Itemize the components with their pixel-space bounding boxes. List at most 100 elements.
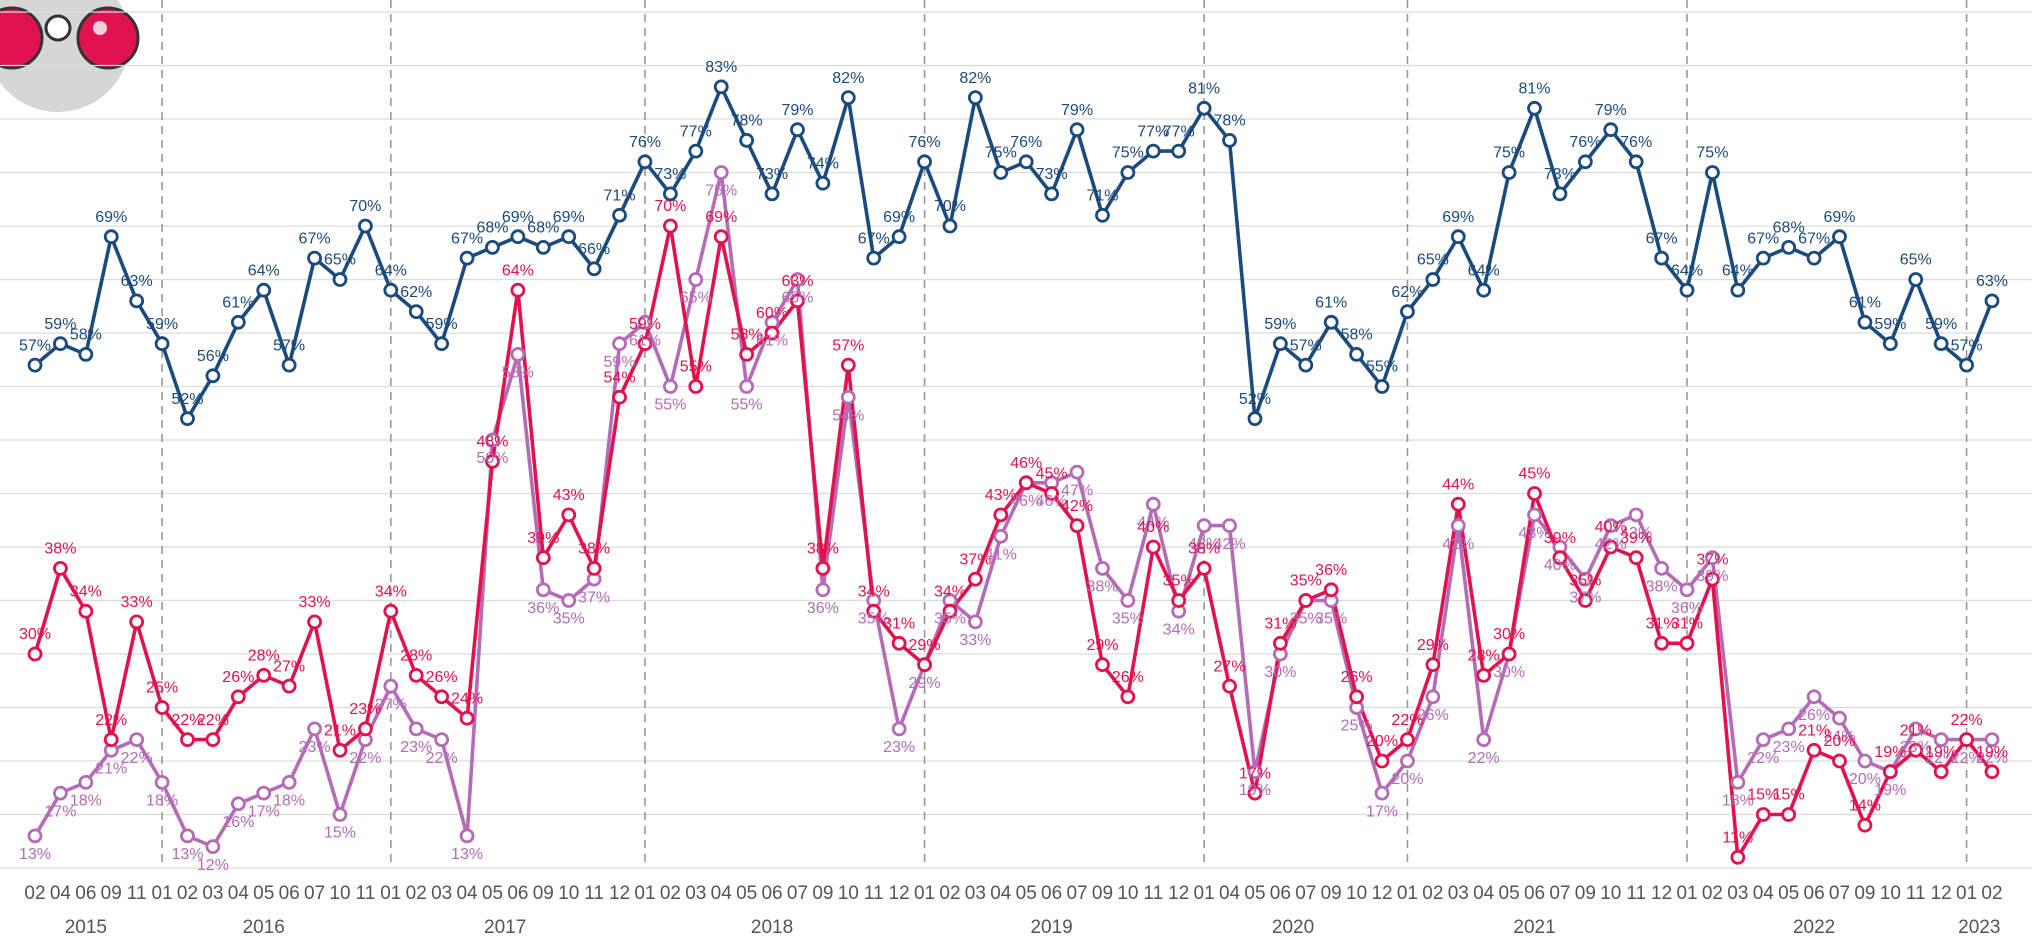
data-label: 43% [1620, 525, 1652, 542]
point [713, 165, 729, 180]
data-label: 31% [1264, 616, 1296, 633]
point [1984, 293, 2000, 309]
point [1908, 272, 1924, 287]
data-label: 34% [1163, 621, 1195, 638]
point [53, 336, 68, 352]
data-label: 22% [1976, 750, 2008, 767]
point [332, 742, 348, 758]
x-tick-label: 03 [965, 883, 986, 904]
x-tick-label: 04 [1473, 883, 1495, 904]
x-tick-label: 01 [380, 883, 401, 904]
logo-lens [76, 6, 140, 70]
data-label: 37% [1696, 551, 1728, 568]
point [1933, 732, 1949, 747]
point [205, 839, 221, 854]
point [383, 282, 399, 298]
point [1628, 507, 1644, 523]
data-label: 30% [19, 626, 51, 643]
x-tick-label: 01 [152, 883, 173, 904]
data-label: 22% [426, 750, 458, 767]
point [1171, 143, 1187, 159]
data-label: 62% [1391, 284, 1423, 301]
data-label: 18% [146, 793, 178, 810]
data-label: 45% [1036, 466, 1068, 483]
x-tick-label: 11 [864, 883, 884, 904]
x-tick-label: 02 [1702, 883, 1723, 904]
point [1145, 539, 1161, 555]
x-tick-label: 09 [1321, 883, 1342, 904]
data-label: 35% [1163, 573, 1195, 590]
data-label: 23% [883, 739, 915, 756]
data-label: 42% [1214, 536, 1246, 553]
year-label: 2018 [751, 917, 793, 938]
x-tick-label: 03 [1727, 883, 1748, 904]
data-label: 67% [858, 230, 890, 247]
point [1984, 732, 2000, 747]
point [815, 561, 831, 576]
x-tick-label: 09 [1854, 883, 1875, 904]
data-label: 58% [70, 327, 102, 344]
data-label: 69% [705, 209, 737, 226]
grid [0, 0, 2032, 869]
point [917, 657, 932, 673]
point [1781, 721, 1797, 737]
point [485, 453, 500, 469]
point [1400, 753, 1415, 769]
data-label: 17% [44, 803, 76, 820]
point [129, 293, 145, 309]
point [256, 668, 272, 683]
data-label: 22% [95, 712, 127, 729]
point [1679, 582, 1695, 598]
data-label: 69% [95, 209, 127, 226]
data-label: 22% [349, 750, 381, 767]
data-label: 82% [832, 70, 864, 87]
data-label: 33% [959, 632, 991, 649]
point [1374, 785, 1390, 801]
point [332, 807, 348, 822]
data-label: 69% [883, 209, 915, 226]
point [78, 603, 94, 619]
year-label: 2017 [484, 917, 526, 938]
data-label: 61% [756, 333, 788, 350]
point [1806, 250, 1822, 266]
data-label: 55% [680, 359, 712, 376]
point [1755, 732, 1771, 747]
data-label: 22% [197, 712, 229, 729]
data-label: 26% [1112, 669, 1144, 686]
data-label: 74% [807, 155, 839, 172]
point [1806, 689, 1822, 705]
data-label: 21% [1798, 723, 1830, 740]
x-tick-label: 05 [1499, 883, 1520, 904]
logo-lens [0, 6, 44, 70]
point [281, 357, 297, 373]
point [408, 304, 424, 320]
point [637, 336, 653, 352]
point [662, 218, 678, 234]
point [230, 314, 246, 330]
data-label: 42% [1442, 536, 1474, 553]
x-tick-label: 09 [533, 883, 554, 904]
point [510, 282, 526, 298]
data-label: 30% [1493, 664, 1525, 681]
data-label: 57% [273, 337, 305, 354]
data-label: 22% [1951, 750, 1983, 767]
data-label: 35% [934, 611, 966, 628]
data-label: 26% [1341, 669, 1373, 686]
data-label: 73% [1544, 166, 1576, 183]
data-label: 55% [1366, 359, 1398, 376]
point [27, 357, 43, 373]
data-label: 34% [70, 583, 102, 600]
data-label: 20% [1366, 733, 1398, 750]
x-tick-label: 03 [431, 883, 452, 904]
point [662, 379, 678, 394]
data-label: 69% [553, 209, 585, 226]
point [1781, 239, 1797, 255]
point [307, 721, 322, 737]
data-label: 79% [1061, 102, 1093, 119]
data-label: 35% [1290, 573, 1322, 590]
data-label: 63% [121, 273, 153, 290]
point [1628, 550, 1644, 566]
data-label: 29% [909, 637, 941, 654]
data-label: 76% [909, 134, 941, 151]
point [1196, 561, 1212, 576]
